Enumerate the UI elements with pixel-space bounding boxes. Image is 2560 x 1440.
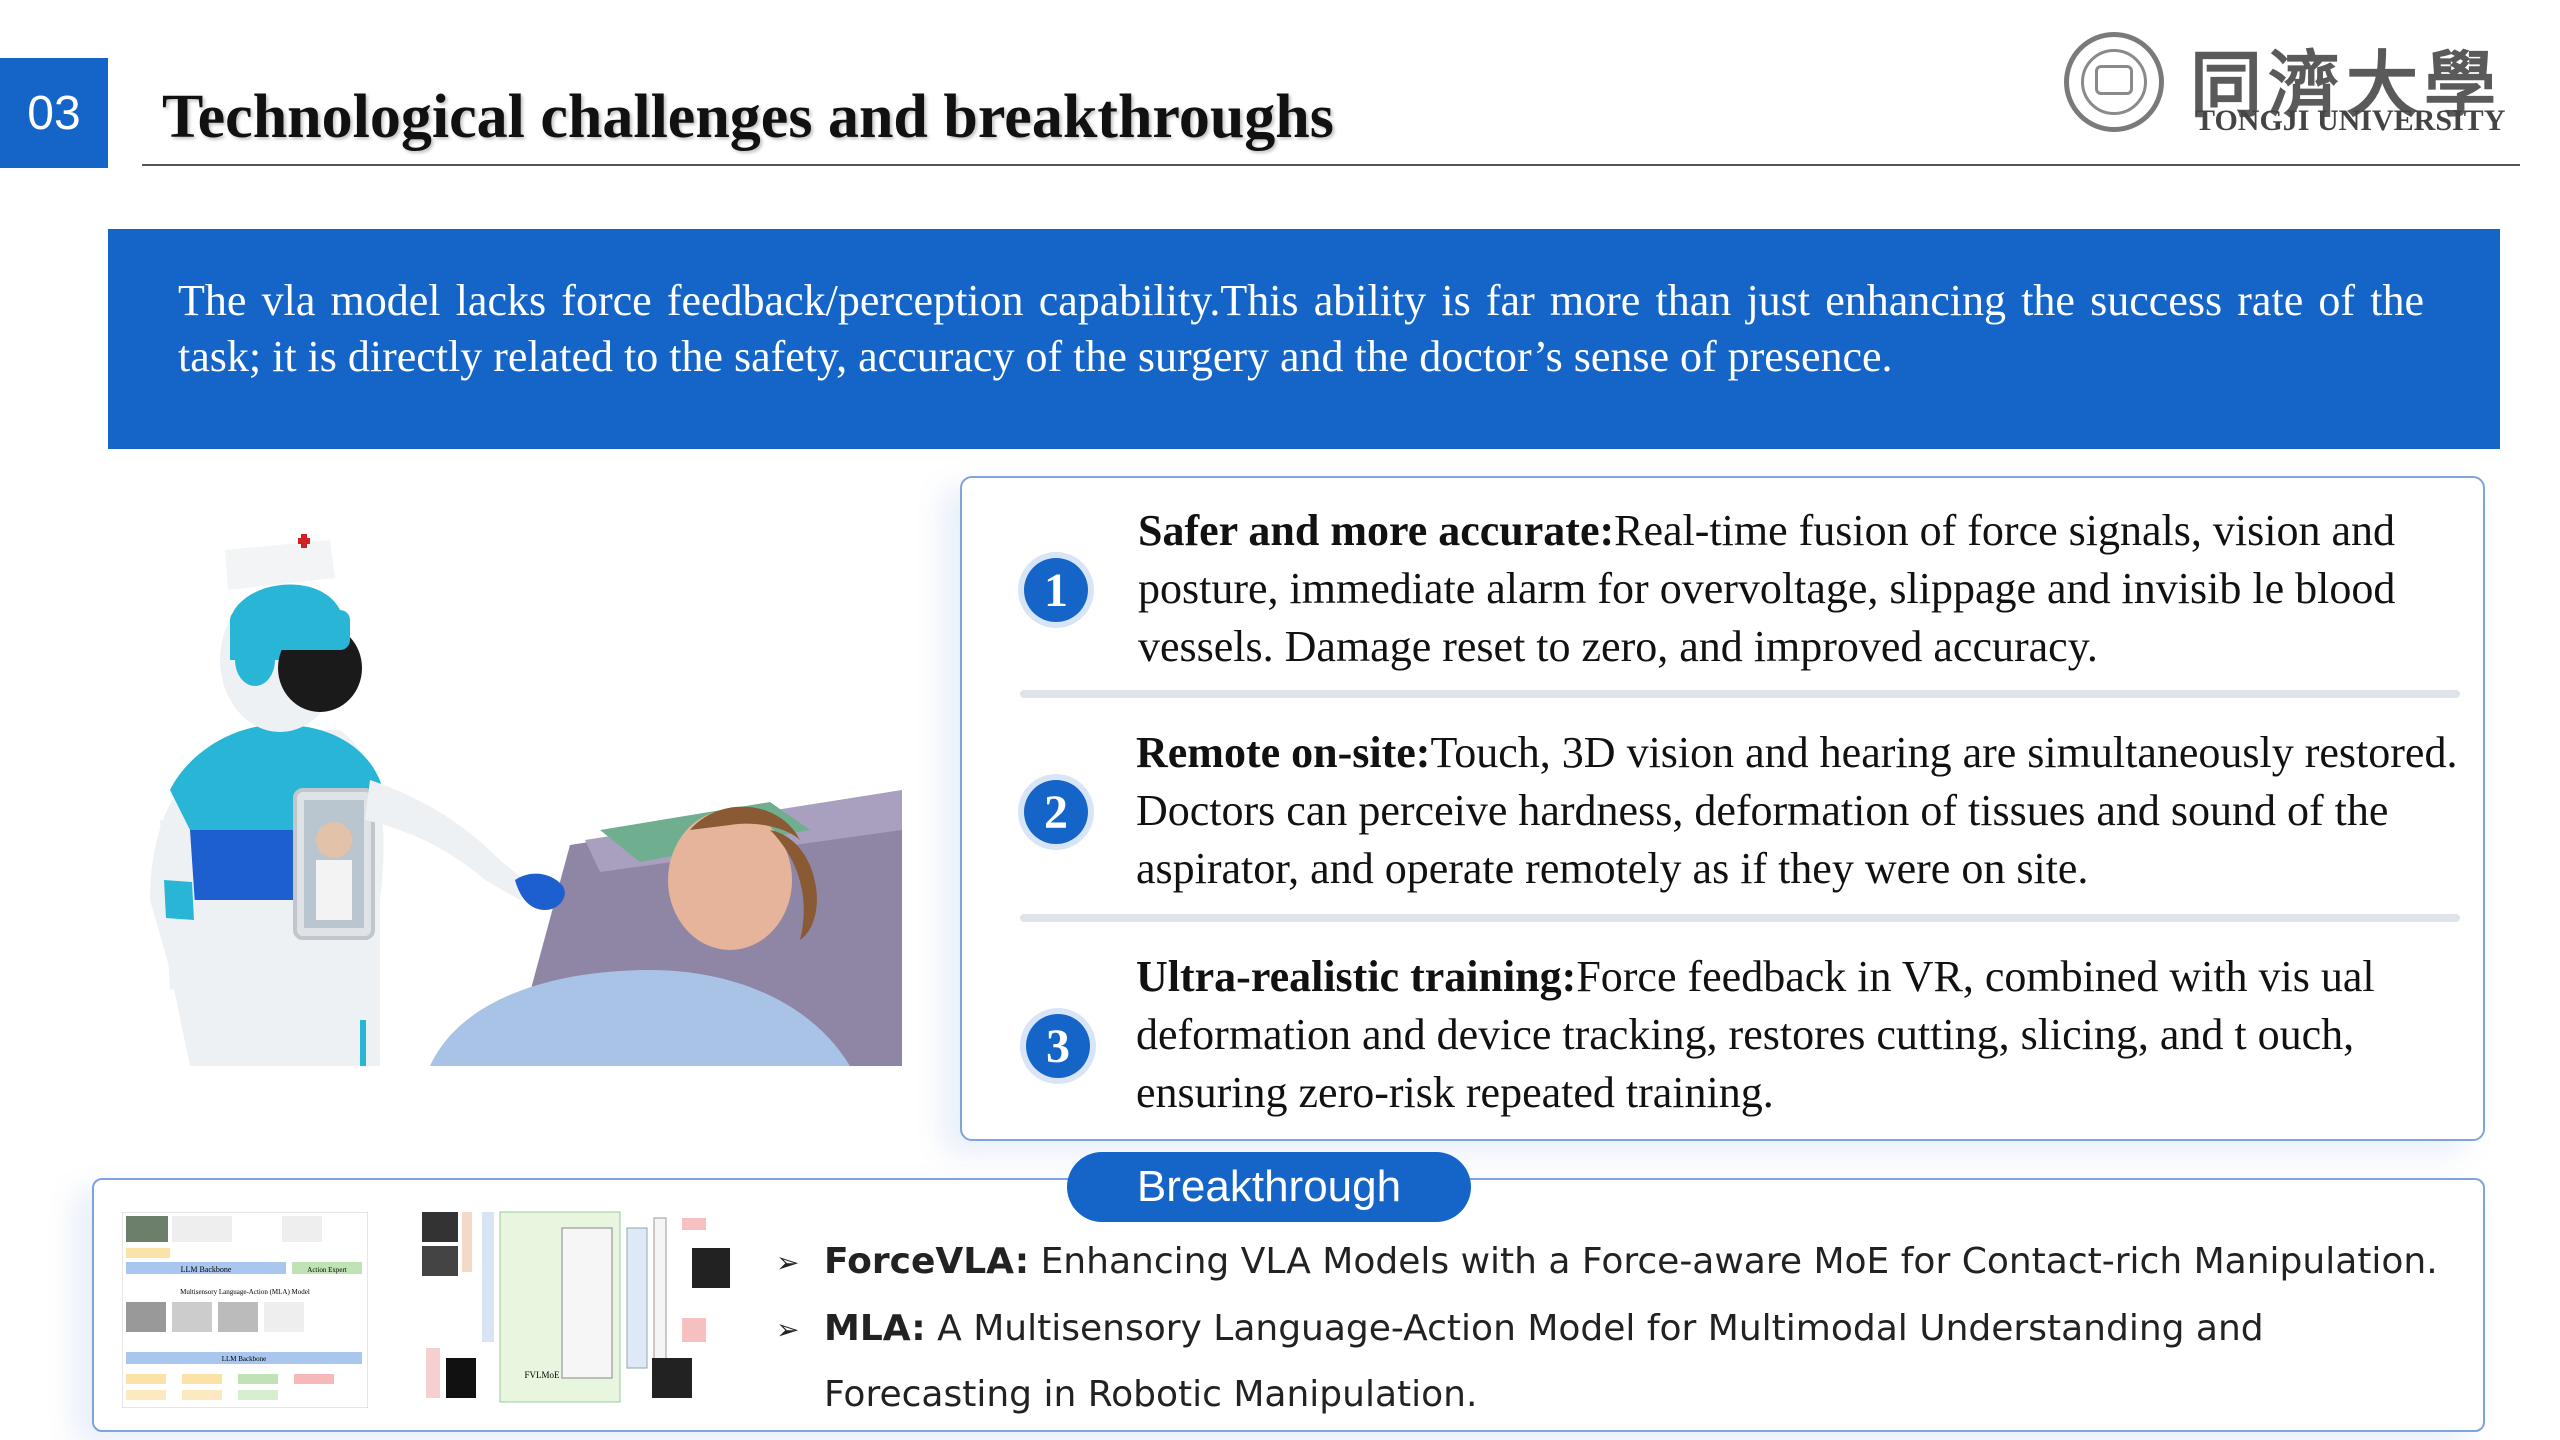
benefit-body: Real-time fusion of force signals, visio… bbox=[1138, 506, 2396, 671]
banner-text: The vla model lacks force feedback/perce… bbox=[178, 276, 2424, 381]
robot-nurse-illustration bbox=[130, 500, 902, 1066]
divider bbox=[1020, 914, 2460, 922]
fvlmoe-label: FVLMoE bbox=[524, 1370, 560, 1380]
benefit-heading: Ultra-realistic training: bbox=[1136, 952, 1577, 1001]
mla-title-label: Multisensory Language-Action (MLA) Model bbox=[180, 1288, 310, 1296]
number-badge: 3 bbox=[1026, 1014, 1090, 1078]
section-number: 03 bbox=[0, 58, 108, 168]
forcevla-diagram-thumbnail: FVLMoE bbox=[422, 1208, 732, 1416]
benefits-panel: 1 Safer and more accurate:Real-time fusi… bbox=[960, 476, 2485, 1141]
paper-description: A Multisensory Language-Action Model for… bbox=[824, 1308, 2264, 1415]
divider bbox=[1020, 690, 2460, 698]
header-divider bbox=[142, 164, 2520, 166]
benefit-text: Safer and more accurate:Real-time fusion… bbox=[1138, 502, 2458, 676]
mla-diagram-thumbnail: LLM Backbone Action Expert Multisensory … bbox=[121, 1211, 369, 1409]
benefit-heading: Safer and more accurate: bbox=[1138, 506, 1615, 555]
page-title: Technological challenges and breakthroug… bbox=[162, 83, 1334, 151]
action-expert-label: Action Expert bbox=[307, 1266, 347, 1274]
llm-backbone-label: LLM Backbone bbox=[181, 1265, 232, 1274]
challenge-banner: The vla model lacks force feedback/perce… bbox=[108, 229, 2500, 449]
benefit-heading: Remote on-site: bbox=[1136, 728, 1431, 777]
benefit-body: Force feedback in VR, combined with vis … bbox=[1136, 952, 2375, 1117]
number-badge: 1 bbox=[1024, 558, 1088, 622]
benefit-text: Ultra-realistic training:Force feedback … bbox=[1136, 948, 2461, 1122]
number-badge: 2 bbox=[1024, 780, 1088, 844]
bullet-arrow-icon: ➢ bbox=[776, 1246, 800, 1279]
benefit-text: Remote on-site:Touch, 3D vision and hear… bbox=[1136, 724, 2461, 898]
breakthrough-item-mla: MLA: A Multisensory Language-Action Mode… bbox=[824, 1296, 2464, 1428]
paper-name: ForceVLA: bbox=[824, 1241, 1030, 1282]
breakthrough-label: Breakthrough bbox=[1067, 1152, 1471, 1222]
mla-llm-label: LLM Backbone bbox=[222, 1355, 267, 1363]
bullet-arrow-icon: ➢ bbox=[776, 1313, 800, 1346]
university-seal-logo bbox=[2064, 32, 2164, 132]
benefit-body: Touch, 3D vision and hearing are simulta… bbox=[1136, 728, 2458, 893]
paper-description: Enhancing VLA Models with a Force-aware … bbox=[1040, 1241, 2438, 1282]
paper-name: MLA: bbox=[824, 1308, 926, 1349]
university-name-chinese: 同濟大學 bbox=[2190, 46, 2503, 126]
university-name-english: TONGJI UNIVERSITY bbox=[2195, 104, 2506, 137]
breakthrough-item-forcevla: ForceVLA: Enhancing VLA Models with a Fo… bbox=[824, 1229, 2464, 1295]
